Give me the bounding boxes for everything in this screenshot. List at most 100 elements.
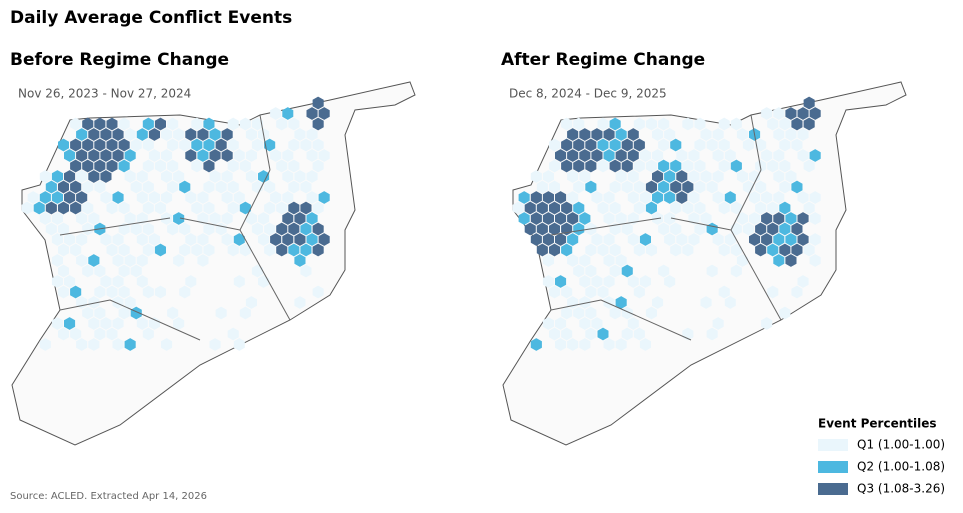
hex-cell	[185, 233, 197, 246]
hex-cell	[712, 149, 724, 162]
hex-cell	[294, 128, 306, 141]
hex-cell	[785, 170, 797, 183]
hex-cell	[664, 191, 676, 204]
hex-cell	[591, 233, 603, 246]
region-border	[109, 299, 201, 341]
hex-cell	[161, 149, 173, 162]
hex-cell	[791, 285, 803, 299]
hex-cell	[142, 285, 154, 299]
hex-cell	[627, 128, 639, 141]
legend-swatch	[818, 439, 848, 451]
hex-cell	[100, 275, 112, 288]
hex-cell	[652, 170, 664, 183]
hex-cell	[306, 128, 318, 141]
hex-cell	[282, 191, 294, 204]
hex-cell	[130, 138, 142, 152]
hex-cell	[555, 275, 567, 288]
hex-cell	[609, 201, 621, 215]
hex-cell	[779, 243, 791, 257]
hex-cell	[215, 138, 227, 152]
hex-cell	[573, 138, 585, 152]
hex-cell	[118, 285, 130, 299]
hex-cell	[106, 243, 118, 257]
hex-cell	[730, 243, 742, 257]
hex-cell	[658, 222, 670, 236]
region-border	[179, 217, 241, 231]
hex-cell	[688, 191, 700, 204]
hex-cell	[112, 254, 124, 267]
hex-cell	[39, 212, 51, 225]
hex-cell	[579, 275, 591, 288]
panel-title: After Regime Change	[501, 50, 705, 70]
hex-cell	[58, 243, 69, 257]
hex-cell	[779, 117, 791, 131]
hex-cell	[664, 170, 676, 183]
hex-cell	[233, 233, 245, 246]
hex-cell	[282, 212, 294, 225]
hex-cell	[549, 159, 560, 173]
hex-cell	[755, 180, 767, 194]
hex-cell	[542, 317, 554, 330]
hex-cell	[555, 338, 567, 351]
hex-cell	[276, 243, 288, 257]
hex-cell	[82, 138, 94, 152]
hex-cell	[191, 117, 203, 131]
hex-cell	[724, 149, 736, 162]
hex-cell	[136, 317, 148, 330]
hex-cell	[609, 243, 621, 257]
hex-cell	[300, 138, 312, 152]
hex-cell	[767, 285, 779, 299]
hex-cell	[645, 201, 657, 215]
hex-cell	[221, 233, 233, 246]
hex-cell	[167, 159, 179, 173]
hex-cell	[251, 138, 263, 152]
hex-cell	[767, 243, 779, 257]
hex-cell	[573, 222, 585, 236]
hex-cell	[603, 338, 615, 351]
hex-cell	[736, 212, 748, 225]
hex-cell	[512, 201, 524, 215]
legend-label: Q2 (1.00-1.08)	[857, 460, 945, 474]
hex-cell	[76, 254, 88, 267]
hex-cell	[712, 317, 724, 330]
hex-cell	[39, 338, 51, 351]
hex-cell	[312, 159, 324, 173]
hex-cell	[64, 170, 76, 183]
hex-cell	[761, 107, 773, 120]
hex-cell	[549, 327, 560, 341]
hex-cell	[633, 138, 645, 152]
hex-cell	[118, 201, 130, 215]
hex-cell	[130, 180, 142, 194]
hex-cell	[112, 191, 124, 204]
hex-cell	[282, 107, 294, 120]
hex-cell	[652, 296, 664, 309]
hex-cell	[161, 170, 173, 183]
hex-cell	[264, 243, 276, 257]
hex-cell	[294, 296, 306, 309]
hex-cell	[58, 201, 69, 215]
hex-cell	[736, 128, 748, 141]
hex-cell	[161, 128, 173, 141]
hex-cell	[567, 296, 579, 309]
panel-title: Before Regime Change	[10, 50, 229, 70]
hex-cell	[136, 275, 148, 288]
hex-cell	[130, 264, 142, 278]
hex-cell	[45, 180, 57, 194]
hex-cell	[797, 149, 809, 162]
hex-cell	[585, 243, 597, 257]
hex-cell	[615, 338, 627, 351]
hex-cell	[652, 149, 664, 162]
hex-cell	[621, 180, 633, 194]
hex-cell	[555, 149, 567, 162]
hex-cell	[633, 285, 645, 299]
hex-cell	[51, 212, 63, 225]
hex-cell	[70, 285, 82, 299]
hex-cell	[791, 243, 803, 257]
hex-cell	[191, 201, 203, 215]
hex-cell	[773, 107, 785, 120]
hex-cell	[118, 117, 130, 131]
hex-cell	[779, 138, 791, 152]
hex-cell	[154, 159, 166, 173]
hex-cell	[167, 180, 179, 194]
hex-cell	[215, 306, 227, 320]
